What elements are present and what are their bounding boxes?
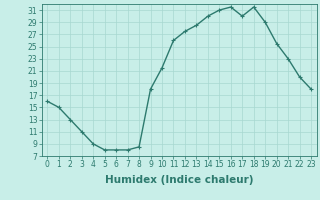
X-axis label: Humidex (Indice chaleur): Humidex (Indice chaleur) [105, 175, 253, 185]
